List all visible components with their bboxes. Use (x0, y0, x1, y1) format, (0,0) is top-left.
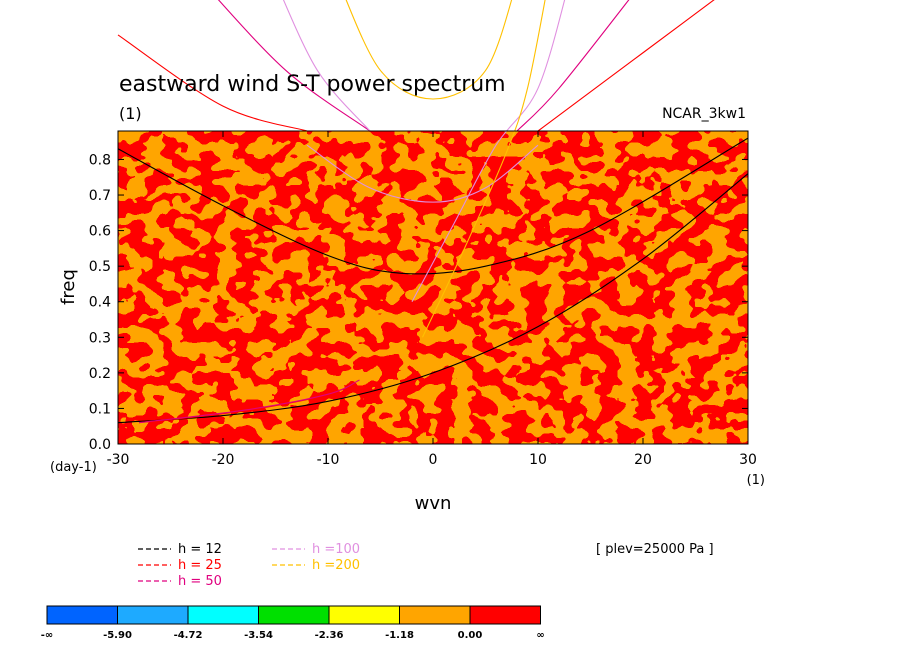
y-axis: 0.0 0.1 0.2 0.3 0.4 0.5 0.6 0.7 0.8 (89, 152, 748, 453)
x-tick-label: 20 (634, 452, 652, 468)
x-tick-label: 10 (529, 452, 547, 468)
colorbar-label: 0.00 (458, 630, 483, 641)
dispersion-curves (117, 0, 749, 424)
y-tick-label: 0.6 (89, 224, 111, 240)
legend-label: h =200 (312, 558, 360, 573)
colorbar-swatch (258, 605, 330, 625)
colorbar-label: -1.18 (385, 630, 414, 641)
legend-label: h = 12 (178, 542, 222, 557)
x-tick-label: -10 (317, 452, 340, 468)
colorbar-label: -4.72 (174, 630, 203, 641)
dispersion-curve-h100 (306, 144, 539, 203)
dispersion-curve-h200 (345, 0, 513, 100)
legend-label: h = 50 (178, 574, 222, 589)
dispersion-curve-h25 (117, 34, 308, 132)
y-tick-label: 0.1 (89, 401, 111, 417)
y-tick-label: 0.0 (89, 437, 111, 453)
dispersion-curve-h50 (516, 0, 630, 132)
field-orange (118, 131, 748, 444)
colorbar-label: -2.36 (315, 630, 344, 641)
dispersion-curve-h12 (117, 173, 749, 424)
colorbar-swatch (399, 605, 471, 625)
colorbar-swatch (117, 605, 189, 625)
y-axis-label: freq (58, 269, 79, 305)
colorbar-swatch (187, 605, 259, 625)
subtitle-left: (1) (119, 104, 142, 123)
subtitle-right: NCAR_3kw1 (662, 106, 746, 122)
x-tick-label: -30 (107, 452, 130, 468)
colorbar-swatch (469, 605, 541, 625)
dispersion-curve-h50 (217, 0, 371, 132)
dispersion-curve-h50 (138, 379, 360, 424)
dispersion-curve-h100 (411, 0, 566, 302)
dispersion-curve-h25 (537, 0, 715, 132)
y-tick-label: 0.2 (89, 366, 111, 382)
x-axis: -30 -20 -10 0 10 20 30 (107, 131, 757, 468)
x-axis-label: wvn (415, 493, 452, 514)
dispersion-curve-h100 (282, 0, 371, 132)
colorbar-swatch (328, 605, 400, 625)
colorbar-label: -5.90 (103, 630, 132, 641)
chart-title: eastward wind S-T power spectrum (119, 72, 506, 97)
x-tick-label: 0 (429, 452, 438, 468)
colorbar-label: -∞ (41, 630, 53, 641)
dispersion-curve-h200 (422, 0, 546, 338)
legend-label: h =100 (312, 542, 360, 557)
y-tick-label: 0.3 (89, 330, 111, 346)
legend-label: h = 25 (178, 558, 222, 573)
y-tick-label: 0.8 (89, 152, 111, 168)
y-tick-label: 0.5 (89, 259, 111, 275)
y-unit-label: (day-1) (50, 460, 97, 475)
x-tick-label: 30 (739, 452, 757, 468)
colorbar-label: ∞ (536, 630, 544, 641)
y-tick-label: 0.4 (89, 295, 111, 311)
colorbar-label: -3.54 (244, 630, 273, 641)
colorbar-swatch (46, 605, 118, 625)
dispersion-curve-h12 (117, 137, 749, 275)
level-annotation: [ plev=25000 Pa ] (596, 542, 714, 557)
x-unit-label: (1) (747, 473, 765, 488)
colorbar: -∞ -5.90 -4.72 -3.54 -2.36 -1.18 0.00 ∞ (41, 605, 545, 641)
y-tick-label: 0.7 (89, 188, 111, 204)
x-tick-label: -20 (212, 452, 235, 468)
